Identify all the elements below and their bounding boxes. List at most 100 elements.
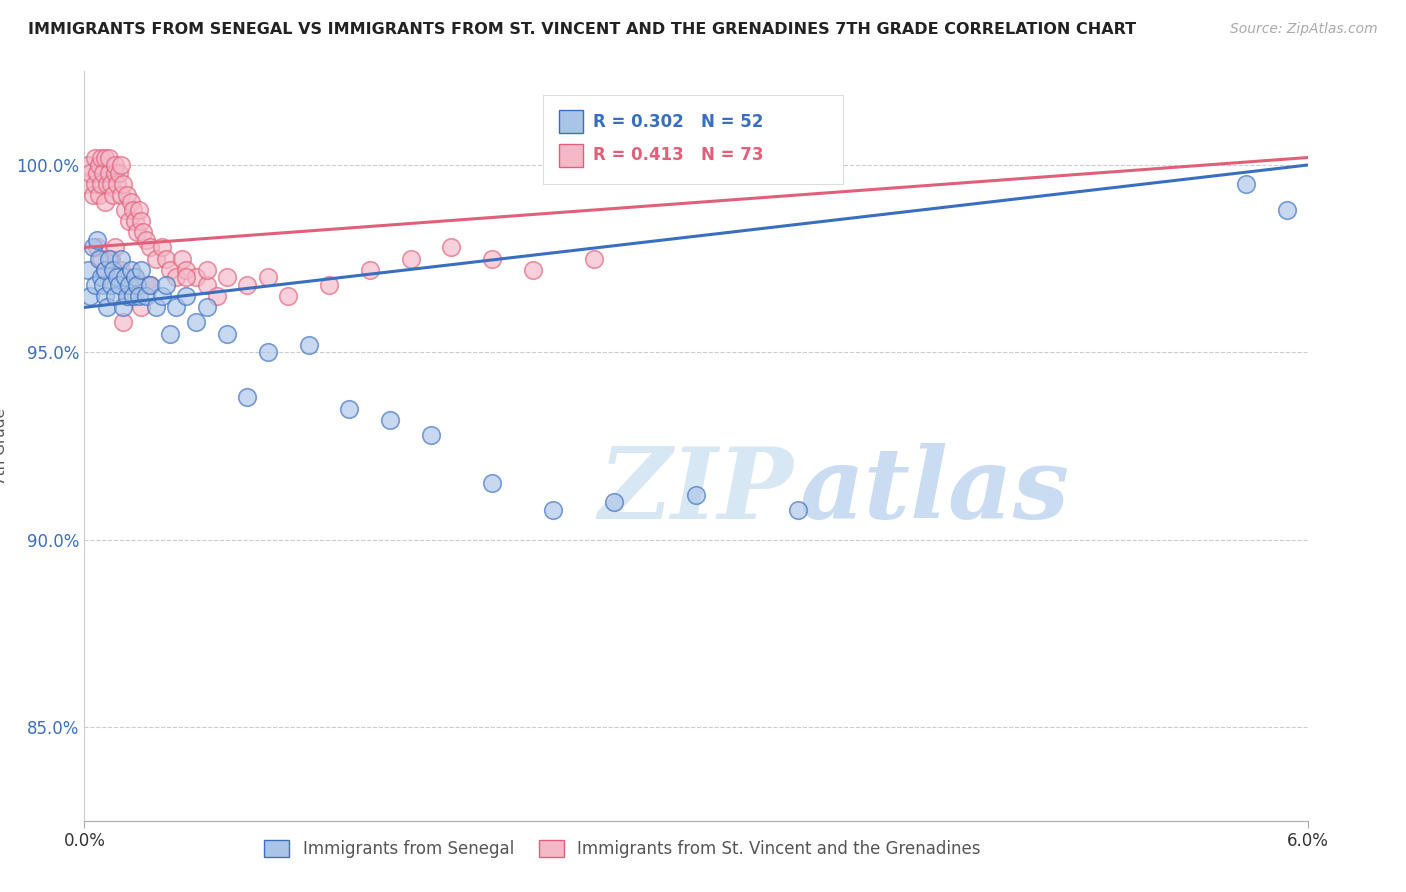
Point [127, 226, 149, 240]
Point [110, 188, 132, 202]
Point [96, 177, 118, 191]
Point [150, 240, 173, 254]
Point [135, 233, 157, 247]
Point [118, 289, 141, 303]
Point [165, 301, 187, 315]
Point [172, 252, 194, 266]
Point [105, 270, 128, 285]
Point [114, 270, 136, 285]
Point [131, 301, 153, 315]
Point [87, 188, 110, 202]
Point [93, 263, 115, 277]
Point [104, 289, 127, 303]
Point [100, 277, 122, 292]
Point [104, 240, 127, 254]
Point [339, 401, 361, 416]
Point [481, 476, 503, 491]
Point [108, 165, 131, 179]
Text: IMMIGRANTS FROM SENEGAL VS IMMIGRANTS FROM ST. VINCENT AND THE GRENADINES 7TH GR: IMMIGRANTS FROM SENEGAL VS IMMIGRANTS FR… [28, 22, 1136, 37]
Point [195, 277, 218, 292]
Point [83, 277, 105, 292]
Bar [560, 111, 583, 133]
Point [75, 177, 97, 191]
Point [105, 177, 128, 191]
Point [159, 326, 181, 341]
Point [128, 289, 150, 303]
Point [77, 158, 100, 172]
Point [131, 214, 153, 228]
Point [97, 252, 120, 266]
Point [96, 301, 118, 315]
Text: R = 0.413   N = 73: R = 0.413 N = 73 [593, 146, 763, 164]
Point [93, 289, 115, 303]
Point [79, 289, 101, 303]
Point [101, 188, 124, 202]
Point [100, 177, 122, 191]
Point [174, 263, 197, 277]
Point [257, 345, 280, 359]
Point [86, 233, 108, 247]
Point [83, 151, 105, 165]
Point [110, 252, 132, 266]
Point [195, 263, 218, 277]
Point [522, 263, 544, 277]
Point [543, 502, 565, 516]
Legend: Immigrants from Senegal, Immigrants from St. Vincent and the Grenadines: Immigrants from Senegal, Immigrants from… [257, 833, 987, 864]
Point [165, 270, 187, 285]
Point [155, 252, 177, 266]
Point [583, 252, 606, 266]
Point [359, 263, 381, 277]
Text: atlas: atlas [800, 442, 1070, 539]
Point [124, 214, 146, 228]
Point [82, 188, 104, 202]
Point [135, 277, 157, 292]
Point [1236, 177, 1258, 191]
Text: R = 0.302   N = 52: R = 0.302 N = 52 [593, 112, 763, 130]
Point [91, 277, 114, 292]
Point [217, 270, 239, 285]
Point [82, 240, 104, 254]
Point [122, 202, 145, 217]
Point [1277, 202, 1299, 217]
Point [115, 188, 138, 202]
Point [787, 502, 810, 516]
Point [685, 488, 707, 502]
Point [122, 289, 145, 303]
Point [298, 338, 321, 352]
Point [420, 427, 443, 442]
Point [155, 277, 177, 292]
Point [83, 177, 105, 191]
Y-axis label: 7th Grade: 7th Grade [0, 408, 8, 484]
Bar [560, 144, 583, 167]
Point [124, 270, 146, 285]
Point [120, 195, 142, 210]
Point [97, 151, 120, 165]
Point [114, 202, 136, 217]
Point [138, 277, 160, 292]
Point [135, 289, 157, 303]
Point [118, 214, 141, 228]
FancyBboxPatch shape [543, 95, 842, 184]
Point [174, 289, 197, 303]
Point [128, 202, 150, 217]
Point [104, 165, 127, 179]
Point [186, 270, 208, 285]
Point [131, 263, 153, 277]
Point [112, 301, 135, 315]
Point [90, 270, 112, 285]
Point [145, 301, 167, 315]
Point [90, 151, 112, 165]
Point [90, 177, 112, 191]
Point [186, 315, 208, 329]
Point [318, 277, 340, 292]
Point [93, 263, 115, 277]
Point [101, 263, 124, 277]
Point [132, 226, 155, 240]
Point [174, 270, 197, 285]
Point [159, 263, 181, 277]
Point [127, 277, 149, 292]
Point [440, 240, 463, 254]
Point [110, 263, 132, 277]
Point [77, 263, 100, 277]
Point [217, 326, 239, 341]
